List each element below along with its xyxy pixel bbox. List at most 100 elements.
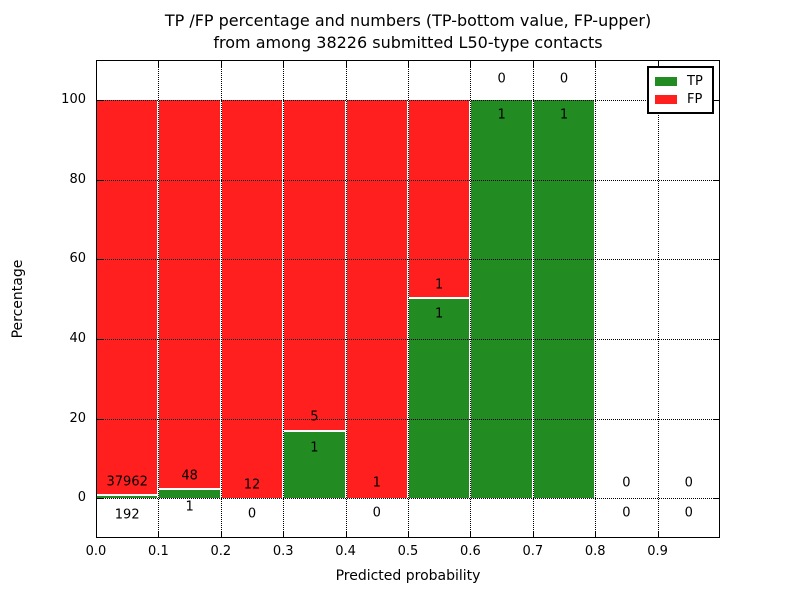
- legend: TP FP: [647, 66, 714, 114]
- legend-label-tp: TP: [687, 73, 703, 89]
- x-tick-top-0.2: [220, 61, 222, 67]
- x-tick-label-0.5: 0.5: [397, 544, 419, 559]
- x-tick-bottom-0.5: [408, 531, 409, 537]
- y-tick-label-40: 40: [69, 330, 86, 346]
- fp-count-label-0.4-0.5: 1: [372, 475, 381, 491]
- x-tick-bottom-0.3: [283, 531, 285, 537]
- x-tick-bottom-0.1: [158, 531, 160, 537]
- gridline-x-0.9: [657, 60, 659, 538]
- tp-count-label-0.7-0.8: 1: [559, 107, 569, 123]
- x-tick-label-0.9: 0.9: [647, 544, 668, 559]
- x-tick-top-0.6: [470, 61, 472, 67]
- x-tick-label-0.6: 0.6: [460, 544, 481, 559]
- x-tick-label-0.4: 0.4: [335, 544, 356, 559]
- y-tick-right-100: [713, 99, 719, 101]
- tp-count-label-0.8-0.9: 0: [622, 505, 631, 520]
- bar-0.5-0.6-fp-segment: [409, 99, 470, 299]
- x-tick-label-0.1: 0.1: [148, 544, 169, 559]
- x-tick-label-0.8: 0.8: [584, 544, 606, 559]
- gridline-x-0.1: [158, 60, 160, 538]
- bar-0.0-0.1-fp-segment: [97, 99, 158, 497]
- bar-0.5-0.6-tp-segment: [409, 299, 470, 499]
- y-tick-left-20: [97, 418, 103, 420]
- x-tick-bottom-0.2: [220, 531, 222, 537]
- fp-count-label-0.9-1.0: 0: [684, 475, 693, 491]
- bar-0.3-0.4-fp-segment: [284, 99, 345, 432]
- tp-count-label-0.4-0.5: 0: [372, 505, 381, 521]
- y-tick-right-60: [713, 259, 719, 261]
- legend-entry-fp: FP: [655, 92, 706, 107]
- x-tick-top-0.8: [595, 61, 597, 67]
- y-tick-label-100: 100: [61, 91, 86, 107]
- y-tick-label-80: 80: [69, 171, 86, 187]
- bar-0.7-0.8-tp-segment: [533, 99, 595, 499]
- y-tick-right-0: [713, 498, 719, 500]
- fp-count-label-0.8-0.9: 0: [622, 475, 631, 491]
- x-tick-top-0.4: [345, 61, 347, 67]
- x-tick-bottom-0.4: [345, 531, 347, 537]
- fp-count-label-0.6-0.7: 0: [497, 71, 506, 87]
- gridline-x-0.4: [345, 60, 347, 538]
- x-tick-top-0.9: [657, 61, 659, 67]
- legend-swatch-fp-icon: [655, 94, 677, 104]
- gridline-x-0.3: [283, 60, 285, 538]
- bar-0.1-0.2-tp-segment: [159, 490, 220, 499]
- x-tick-top-0.7: [532, 61, 534, 67]
- y-tick-left-80: [97, 179, 103, 181]
- x-tick-label-0.3: 0.3: [272, 544, 294, 559]
- y-tick-right-20: [713, 418, 719, 420]
- fp-count-label-0.3-0.4: 5: [310, 409, 319, 425]
- gridline-x-0.7: [532, 60, 534, 538]
- y-tick-right-40: [713, 338, 719, 340]
- y-axis-label: Percentage: [10, 259, 26, 339]
- fp-count-label-0.1-0.2: 48: [181, 468, 198, 484]
- x-tick-top-0.0: [96, 61, 97, 67]
- gridline-x-0.6: [470, 60, 472, 538]
- y-tick-left-100: [97, 99, 103, 101]
- y-tick-label-60: 60: [69, 251, 86, 267]
- gridline-x-0.5: [408, 60, 409, 538]
- tp-count-label-0.1-0.2: 1: [185, 499, 194, 515]
- tp-count-label-0.2-0.3: 0: [247, 506, 257, 522]
- legend-swatch-tp-icon: [655, 76, 677, 86]
- y-tick-label-20: 20: [69, 410, 86, 426]
- bar-0.3-0.4-tp-segment: [284, 431, 345, 499]
- x-tick-bottom-0.7: [532, 531, 534, 537]
- legend-entry-tp: TP: [655, 74, 706, 89]
- y-tick-left-60: [97, 259, 103, 261]
- x-tick-bottom-0.6: [470, 531, 472, 537]
- fp-count-label-0.2-0.3: 12: [243, 477, 261, 493]
- x-tick-top-0.3: [283, 61, 285, 67]
- fp-count-label-0.0-0.1: 37962: [106, 474, 148, 490]
- y-tick-left-0: [97, 498, 103, 500]
- tp-count-label-0.9-1.0: 0: [684, 505, 693, 520]
- y-tick-right-80: [713, 179, 719, 181]
- bar-0.0-0.1-tp-segment: [97, 496, 158, 499]
- y-tick-left-40: [97, 338, 103, 340]
- tp-count-label-0.6-0.7: 1: [497, 107, 506, 123]
- chart-title: TP /FP percentage and numbers (TP-bottom…: [164, 11, 652, 52]
- tp-count-label-0.0-0.1: 192: [114, 507, 140, 523]
- gridline-x-0.2: [220, 60, 222, 538]
- bar-0.2-0.3-fp-segment: [221, 99, 283, 499]
- x-tick-label-0.0: 0.0: [85, 544, 107, 559]
- tp-count-label-0.3-0.4: 1: [310, 440, 319, 456]
- gridline-x-0.8: [595, 60, 597, 538]
- x-axis-label: Predicted probability: [335, 568, 481, 584]
- x-tick-bottom-0.8: [595, 531, 597, 537]
- x-tick-label-0.2: 0.2: [210, 544, 232, 559]
- legend-label-fp: FP: [687, 91, 703, 107]
- x-tick-bottom-0.9: [657, 531, 659, 537]
- bar-0.6-0.7-tp-segment: [471, 99, 532, 499]
- fp-count-label-0.5-0.6: 1: [435, 277, 444, 293]
- x-tick-label-0.7: 0.7: [522, 544, 544, 559]
- tp-count-label-0.5-0.6: 1: [435, 306, 444, 322]
- bar-0.4-0.5-fp-segment: [346, 99, 407, 499]
- y-tick-label-0: 0: [77, 490, 86, 506]
- x-tick-top-0.5: [408, 61, 409, 67]
- x-tick-top-0.1: [158, 61, 160, 67]
- x-tick-bottom-0.0: [96, 531, 97, 537]
- bar-0.1-0.2-fp-segment: [159, 99, 220, 491]
- fp-count-label-0.7-0.8: 0: [559, 71, 569, 87]
